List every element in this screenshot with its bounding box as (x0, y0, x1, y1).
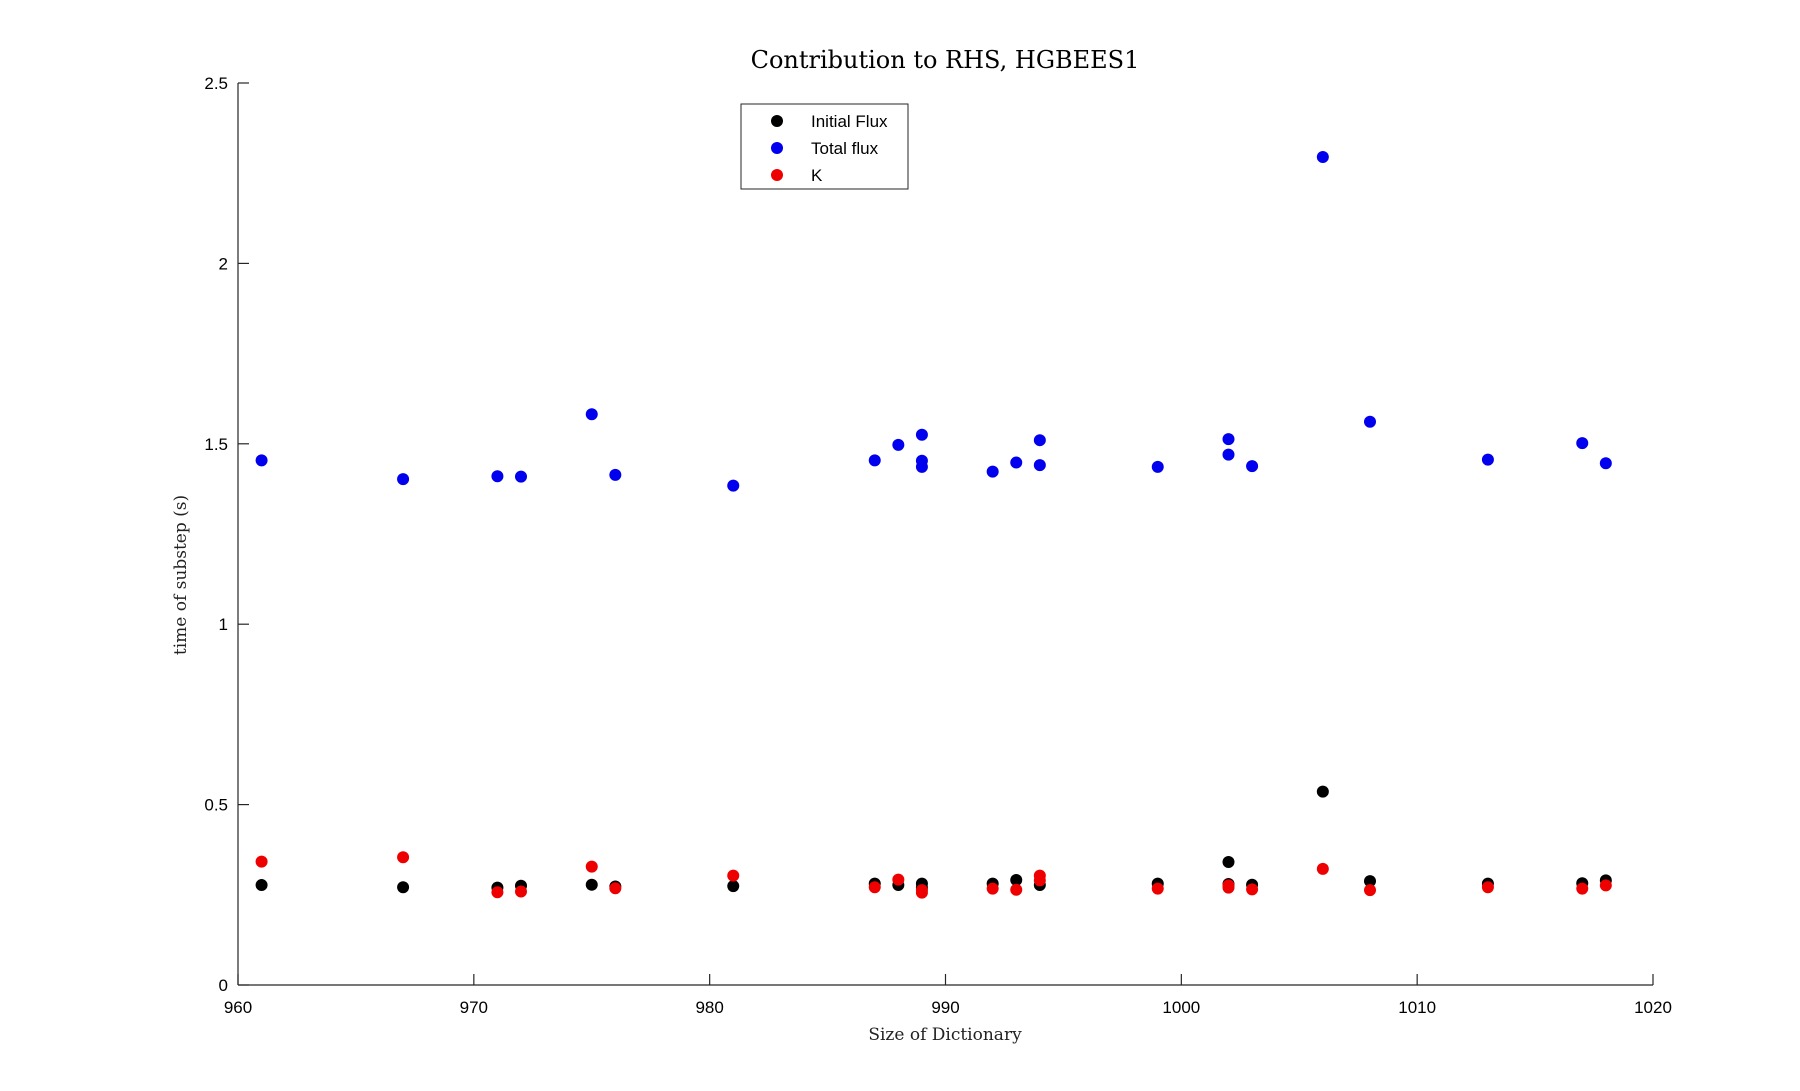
x-tick-label: 1010 (1398, 998, 1436, 1017)
data-point (515, 470, 527, 483)
data-point (727, 479, 740, 492)
data-point (1576, 437, 1589, 450)
data-point (986, 465, 999, 478)
data-point (915, 884, 928, 897)
data-point (1599, 879, 1612, 892)
data-point (1599, 457, 1612, 470)
y-tick-label: 0.5 (204, 796, 228, 815)
data-point (1246, 883, 1259, 896)
data-point (397, 851, 410, 864)
data-point (255, 855, 268, 868)
data-point (255, 454, 268, 467)
legend-marker (771, 115, 783, 127)
data-point (585, 860, 598, 873)
axes: 960 970 980 990 1000 1010 1020 0 0.5 1 1.5 2 2.5 (204, 74, 1672, 1017)
data-point (1364, 875, 1376, 888)
legend: Initial Flux Total flux K (740, 103, 909, 190)
data-point (1246, 460, 1259, 473)
data-point (1222, 448, 1235, 461)
legend-box (740, 103, 909, 190)
data-point (609, 468, 622, 481)
data-point (397, 881, 410, 894)
data-point (727, 880, 740, 893)
data-point (1033, 434, 1046, 447)
data-point (1010, 874, 1023, 887)
y-tick-label: 2 (219, 254, 228, 273)
data-point (1481, 881, 1494, 894)
data-point (609, 882, 622, 895)
data-point (1222, 855, 1235, 868)
x-tick-label: 1000 (1162, 998, 1200, 1017)
data-point (585, 878, 598, 891)
y-tick-label: 1 (219, 615, 228, 634)
series-initial-flux (255, 785, 1612, 894)
data-point (915, 428, 928, 441)
data-point (585, 408, 598, 421)
data-point (1033, 874, 1046, 887)
x-tick-label: 980 (695, 998, 723, 1017)
data-point (1010, 883, 1023, 896)
data-point (986, 882, 999, 895)
x-tick-label: 1020 (1634, 998, 1672, 1017)
legend-entry-label: K (811, 166, 823, 185)
data-point (892, 873, 905, 886)
x-tick-label: 970 (460, 998, 488, 1017)
y-tick-label: 2.5 (204, 74, 228, 93)
series-total-flux (255, 150, 1612, 492)
legend-entry-label: Initial Flux (811, 112, 888, 131)
data-point (727, 869, 740, 882)
data-point (1316, 862, 1329, 875)
data-point (1222, 879, 1235, 892)
data-point (1576, 882, 1589, 895)
x-tick-label: 990 (931, 998, 959, 1017)
legend-marker (771, 142, 783, 154)
data-point (1010, 456, 1023, 469)
legend-marker (771, 169, 783, 181)
data-point (255, 879, 268, 892)
data-point (1222, 433, 1235, 446)
data-points (255, 150, 1612, 899)
data-point (868, 454, 881, 467)
data-point (868, 881, 881, 894)
y-axis-label: time of substep (s) (171, 495, 191, 655)
data-point (1481, 453, 1494, 466)
data-point (1364, 415, 1376, 428)
data-point (1316, 785, 1329, 798)
y-tick-label: 1.5 (204, 435, 228, 454)
legend-entry-label: Total flux (811, 139, 879, 158)
x-axis-label: Size of Dictionary (868, 1025, 1022, 1045)
x-tick-label: 960 (224, 998, 252, 1017)
data-point (1151, 882, 1164, 895)
data-point (515, 885, 527, 898)
y-tick-label: 0 (219, 976, 228, 995)
data-point (1033, 459, 1046, 472)
data-point (1364, 884, 1376, 897)
data-point (1316, 150, 1329, 163)
data-point (1151, 460, 1164, 473)
data-point (491, 886, 504, 899)
data-point (491, 470, 504, 483)
chart-title: Contribution to RHS, HGBEES1 (751, 46, 1140, 74)
series-k (255, 851, 1612, 899)
data-point (397, 473, 410, 486)
data-point (915, 460, 928, 473)
data-point (892, 438, 905, 451)
